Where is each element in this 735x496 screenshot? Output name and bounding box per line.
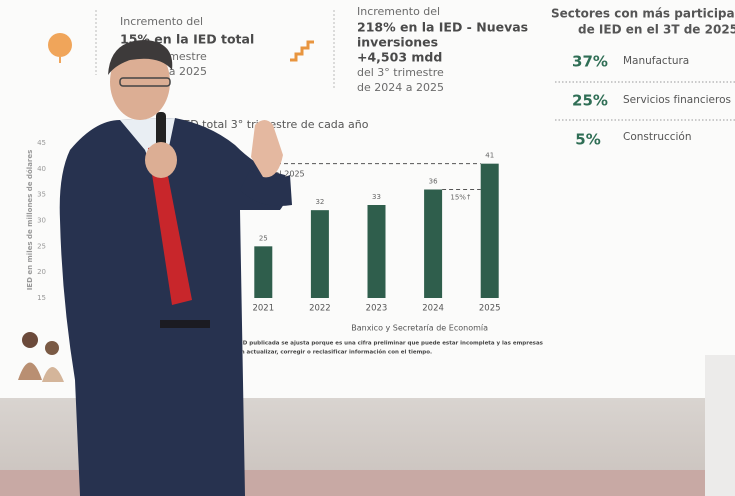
data-label: 33 [372, 193, 381, 201]
callout-line: Incremento del [357, 5, 440, 18]
presenter [59, 40, 292, 496]
callout-line: de 2024 a 2025 [357, 81, 444, 94]
callout-line: del 3° trimestre [357, 66, 444, 79]
x-tick-label: 2023 [366, 304, 388, 314]
y-tick-label: 25 [37, 242, 46, 250]
y-tick-label: 40 [37, 165, 46, 173]
chart-title: IED total 3° trimestre de cada año [180, 118, 369, 131]
data-label: 41 [485, 152, 494, 160]
icon [290, 40, 314, 62]
footnote: IED publicada se ajusta porque es una ci… [237, 341, 544, 347]
sector-name: Manufactura [623, 55, 689, 67]
callout-line: +4,503 mdd [357, 50, 442, 65]
y-tick-label: 20 [37, 268, 46, 276]
illustration [18, 332, 64, 382]
chart: IED total 3° trimestre de cada año IED e… [26, 118, 544, 356]
callout-line: inversiones [357, 35, 438, 50]
sector-name: Servicios financieros [623, 94, 731, 106]
data-label: 32 [315, 198, 324, 206]
sectors-title: de IED en el 3T de 2025 [578, 23, 735, 37]
bar [254, 246, 273, 298]
y-tick-label: 45 [37, 139, 46, 147]
bar [310, 210, 329, 298]
sector-share: 5% [575, 131, 600, 149]
x-tick-label: 2022 [309, 304, 331, 314]
callout-line: Incremento del [120, 15, 203, 28]
podium [705, 355, 735, 496]
growth-label: 15%↑ [450, 194, 471, 202]
y-tick-label: 35 [37, 191, 46, 199]
icon [48, 33, 72, 57]
y-tick-label: 15 [37, 294, 46, 302]
bar [480, 163, 499, 298]
sector-share: 25% [572, 92, 608, 110]
x-tick-label: 2025 [479, 304, 501, 314]
callout-line: 218% en la IED - Nuevas [357, 20, 528, 35]
data-label: 36 [429, 178, 438, 186]
footnote: en actualizar, corregir o reclasificar i… [237, 349, 432, 356]
y-axis-label: IED en miles de millones de dólares [26, 150, 34, 291]
data-label: 25 [259, 234, 268, 242]
source: Banxico y Secretaría de Economía [351, 324, 488, 333]
sectors-title: Sectores con más participac [551, 7, 735, 21]
sector-share: 37% [572, 53, 608, 71]
y-tick-label: 30 [37, 217, 46, 225]
bar [424, 189, 443, 298]
bar [367, 205, 386, 298]
sector-name: Construcción [623, 131, 692, 143]
x-tick-label: 2021 [252, 304, 274, 314]
x-tick-label: 2024 [422, 304, 444, 314]
